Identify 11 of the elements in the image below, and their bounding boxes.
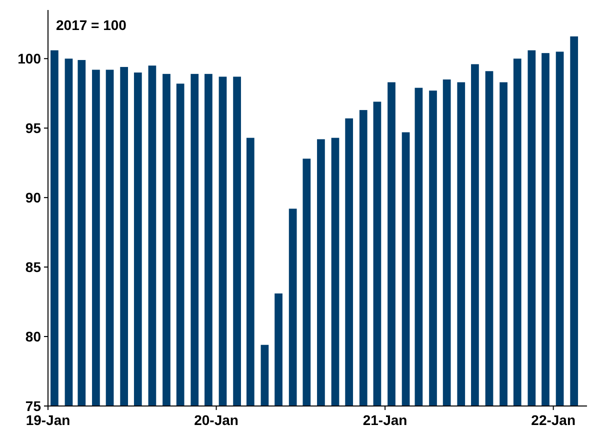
y-tick-label: 80 (25, 328, 42, 344)
x-tick-label: 21-Jan (362, 412, 408, 428)
annotation: 2017 = 100 (56, 17, 127, 33)
y-tick-label: 100 (18, 50, 42, 67)
y-tick-label: 95 (25, 120, 42, 136)
x-tick-label: 22-Jan (531, 412, 576, 428)
y-tick-label: 75 (25, 398, 42, 414)
x-tick-label: 19-Jan (26, 412, 70, 428)
y-tick-label: 85 (25, 258, 42, 275)
x-tick-label: 20-Jan (194, 412, 238, 428)
y-tick-label: 90 (25, 189, 42, 206)
